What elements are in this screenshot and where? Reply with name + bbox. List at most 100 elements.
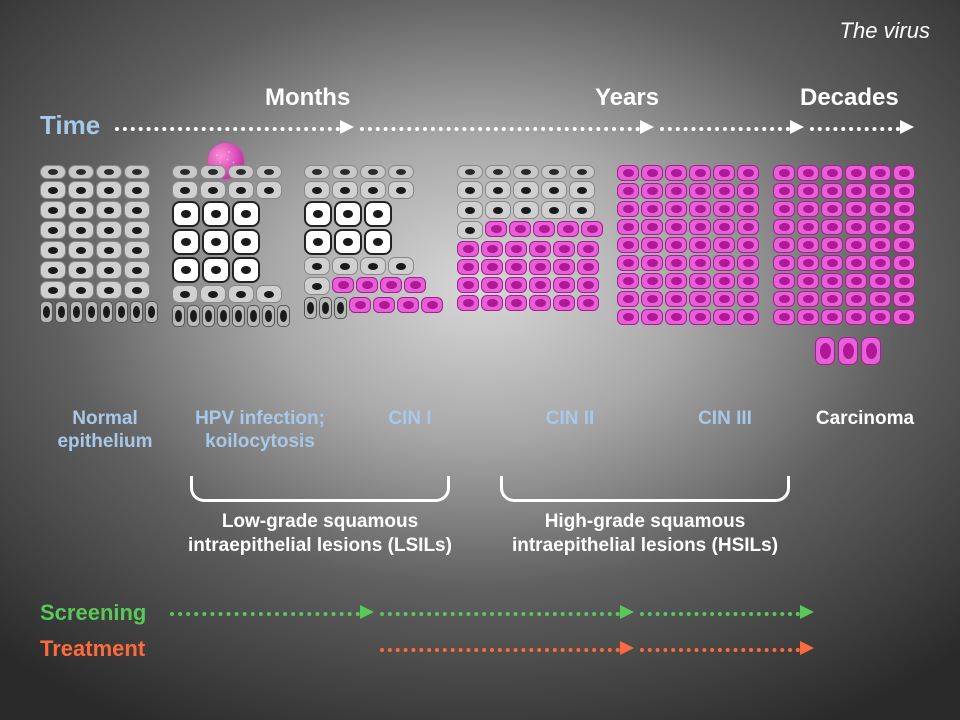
cell-norm (541, 181, 567, 199)
cell-abn (845, 237, 867, 253)
cell-koilo (172, 257, 200, 283)
cell-abn (553, 241, 575, 257)
cell-abn (821, 219, 843, 235)
cell-norm (485, 181, 511, 199)
cell-abn (689, 273, 711, 289)
cell-norm (256, 285, 282, 303)
cell-abn (797, 255, 819, 271)
cell-abn (713, 219, 735, 235)
cell-abn (641, 165, 663, 181)
cell-abn (665, 291, 687, 307)
screening-segment (170, 612, 360, 616)
cell-norm (332, 181, 358, 199)
cell-abn (505, 277, 527, 293)
cell-abn (689, 309, 711, 325)
block-cin2 (457, 165, 603, 311)
cell-basal (85, 301, 98, 323)
block-cin3 (617, 165, 759, 325)
treatment-label: Treatment (40, 636, 145, 662)
cell-abn (617, 309, 639, 325)
cell-abn (893, 309, 915, 325)
cell-abn (869, 183, 891, 199)
corner-title: The virus (840, 18, 930, 44)
cell-norm (304, 257, 330, 275)
cell-abn (533, 221, 555, 237)
cell-norm (68, 281, 94, 299)
cell-surface (40, 165, 66, 179)
cell-norm (96, 281, 122, 299)
cell-abn (845, 309, 867, 325)
cell-abn (845, 219, 867, 235)
cell-abn (773, 309, 795, 325)
cell-abn (529, 241, 551, 257)
cell-basal (130, 301, 143, 323)
cell-basal (55, 301, 68, 323)
cell-abn (509, 221, 531, 237)
cell-abn (869, 237, 891, 253)
cell-abn (404, 277, 426, 293)
cell-abn (773, 219, 795, 235)
cell-surface (457, 165, 483, 179)
cell-abn (713, 237, 735, 253)
cell-abn (481, 241, 503, 257)
time-label: Time (40, 110, 100, 141)
cell-koilo (364, 201, 392, 227)
cell-abn (737, 273, 759, 289)
cell-norm (68, 261, 94, 279)
cell-basal (115, 301, 128, 323)
cell-norm (96, 241, 122, 259)
cell-norm (40, 241, 66, 259)
cell-abn (713, 183, 735, 199)
screening-arrow-icon (360, 605, 374, 619)
cell-koilo (334, 201, 362, 227)
stage-label: CIN III (670, 408, 780, 431)
screening-segment (640, 612, 800, 616)
cell-norm (40, 221, 66, 239)
cell-koilo (202, 201, 230, 227)
cell-koilo (334, 229, 362, 255)
cell-abn (617, 273, 639, 289)
cell-abn (893, 183, 915, 199)
cell-basal (202, 305, 215, 327)
cell-abn (773, 183, 795, 199)
cell-abn (737, 291, 759, 307)
cell-abn (665, 255, 687, 271)
cell-norm (513, 181, 539, 199)
cell-abn (577, 277, 599, 293)
cell-norm (96, 181, 122, 199)
cell-abn (713, 291, 735, 307)
cell-abn (893, 291, 915, 307)
cell-norm (304, 277, 330, 295)
cell-basal (304, 297, 317, 319)
cell-abn (845, 273, 867, 289)
cell-abn (665, 219, 687, 235)
cell-abn (713, 201, 735, 217)
cell-koilo (232, 201, 260, 227)
cell-abn (845, 183, 867, 199)
cell-surface (200, 165, 226, 179)
cell-abn (356, 277, 378, 293)
cell-abn (869, 273, 891, 289)
cell-norm (304, 181, 330, 199)
cell-norm (541, 201, 567, 219)
group-label: High-grade squamousintraepithelial lesio… (480, 510, 810, 558)
cell-norm (40, 261, 66, 279)
cell-abn (577, 295, 599, 311)
cell-abn (797, 309, 819, 325)
cell-inv (815, 337, 835, 365)
cell-abn (505, 259, 527, 275)
cell-abn (893, 273, 915, 289)
cell-abn (821, 165, 843, 181)
cell-koilo (304, 229, 332, 255)
cell-basal (262, 305, 275, 327)
cell-abn (893, 165, 915, 181)
cell-surface (96, 165, 122, 179)
cell-norm (388, 257, 414, 275)
cell-norm (68, 241, 94, 259)
cell-inv (861, 337, 881, 365)
cell-surface (388, 165, 414, 179)
cell-abn (737, 165, 759, 181)
cell-norm (256, 181, 282, 199)
screening-label: Screening (40, 600, 146, 626)
cell-abn (713, 165, 735, 181)
